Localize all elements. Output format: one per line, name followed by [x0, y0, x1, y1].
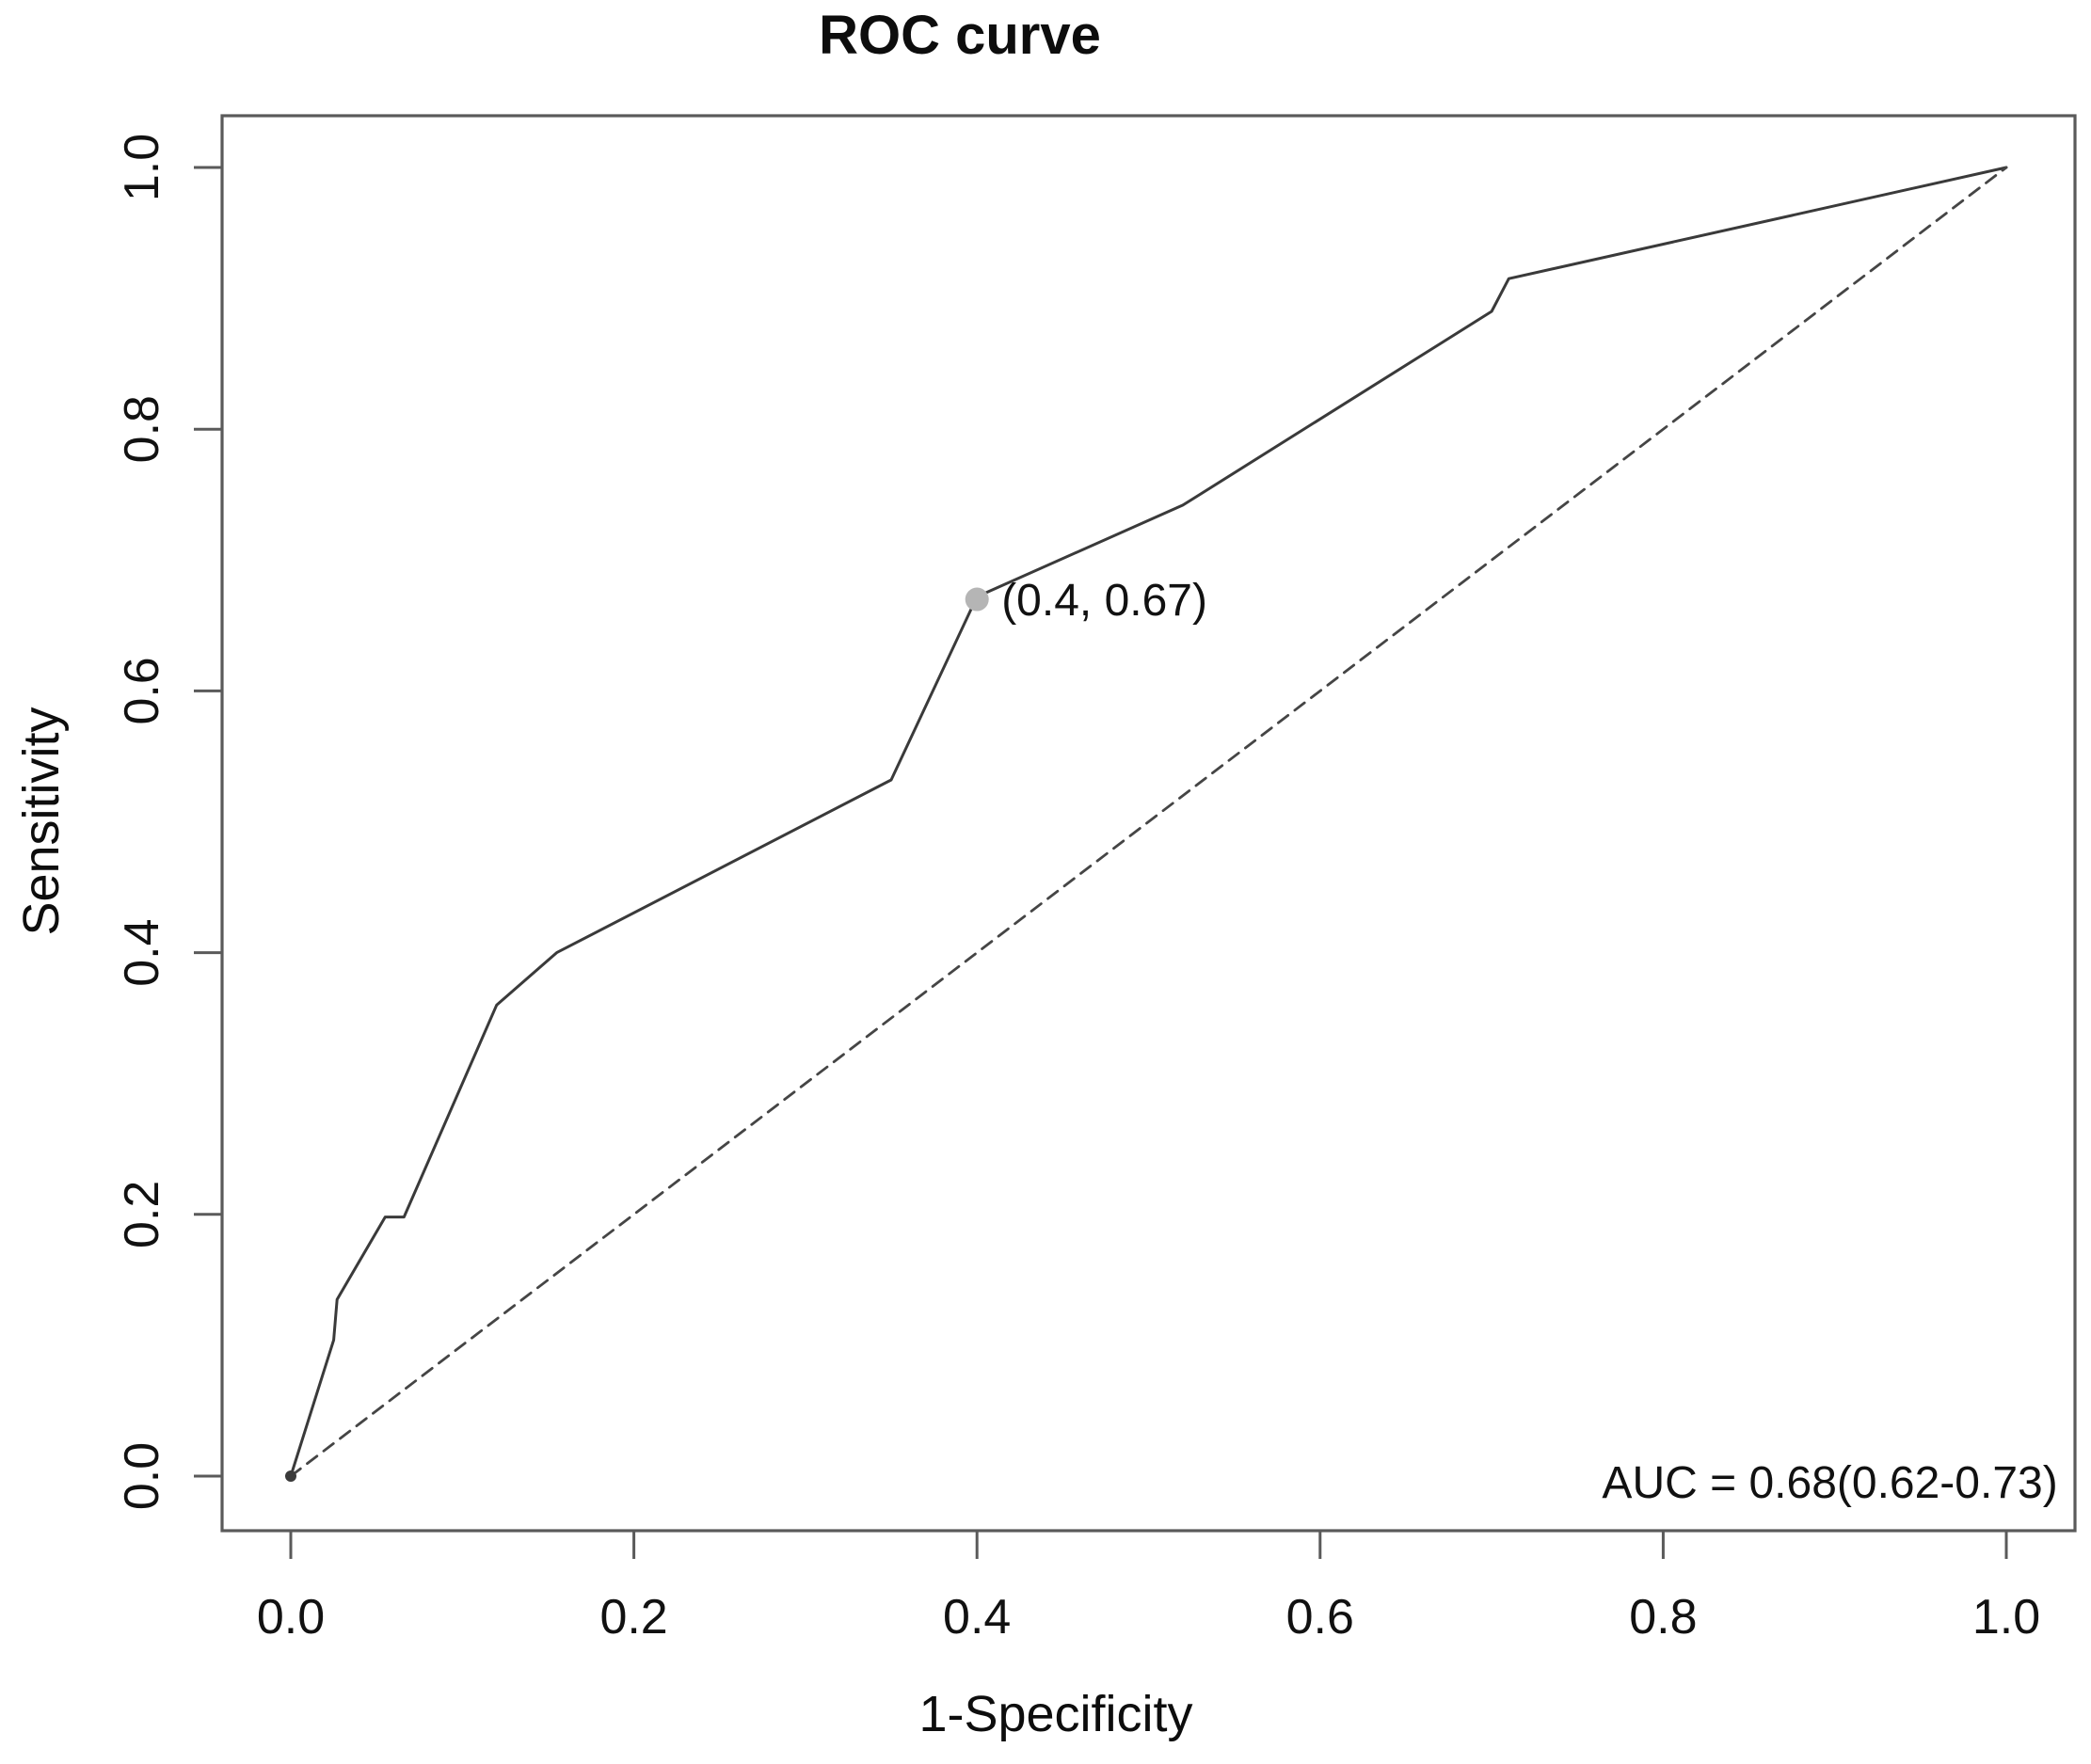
roc-curve-line: [289, 166, 2008, 1478]
chance-diagonal-line: [289, 166, 2008, 1478]
x-tick-label: 0.4: [943, 1590, 1011, 1645]
curve-origin-dot: [285, 1470, 296, 1482]
x-tick-label: 0.0: [257, 1590, 325, 1645]
x-tick-label: 1.0: [1972, 1590, 2040, 1645]
y-tick-label: 0.6: [115, 657, 169, 724]
auc-annotation: AUC = 0.68(0.62-0.73): [1602, 1458, 2057, 1508]
x-tick-label: 0.2: [599, 1590, 667, 1645]
cutoff-point-label: (0.4, 0.67): [1001, 576, 1207, 626]
x-tick-label: 0.6: [1286, 1590, 1354, 1645]
y-tick-label: 0.0: [115, 1442, 169, 1510]
plot-box: [220, 114, 2077, 1533]
y-tick-label: 1.0: [115, 134, 169, 201]
chart-title: ROC curve: [819, 5, 1101, 66]
x-axis-title: 1-Specificity: [918, 1686, 1193, 1742]
y-tick-label: 0.4: [115, 918, 169, 986]
cutoff-point: [965, 587, 989, 612]
y-tick-label: 0.2: [115, 1181, 169, 1248]
x-tick-label: 0.8: [1629, 1590, 1697, 1645]
y-tick-label: 0.8: [115, 395, 169, 463]
